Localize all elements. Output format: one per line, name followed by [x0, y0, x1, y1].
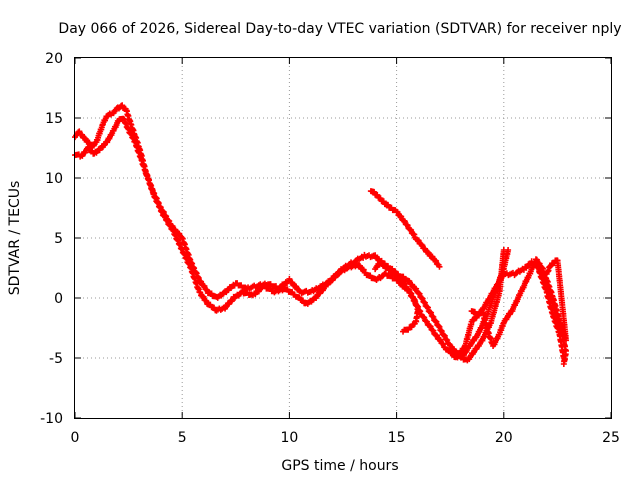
data-points — [72, 102, 569, 367]
y-tick-label: -10 — [40, 411, 63, 427]
data-point — [505, 247, 512, 253]
data-point — [413, 285, 420, 292]
data-point — [372, 252, 379, 259]
data-point — [405, 286, 412, 293]
data-point — [427, 323, 434, 330]
data-point — [419, 242, 426, 249]
data-point — [415, 237, 422, 244]
data-point — [286, 275, 293, 282]
data-point — [436, 263, 443, 270]
y-tick-label: 20 — [45, 51, 63, 67]
data-point — [360, 266, 367, 273]
x-tick-label: 0 — [71, 430, 80, 446]
data-point — [422, 245, 429, 252]
data-point — [543, 271, 550, 277]
y-tick-label: 0 — [54, 291, 63, 307]
data-point — [421, 314, 428, 321]
data-point — [401, 218, 408, 225]
data-point — [82, 135, 89, 142]
data-point — [86, 139, 93, 146]
data-point — [409, 281, 416, 288]
data-point — [433, 332, 440, 339]
y-tick-label: -5 — [49, 351, 63, 367]
data-point — [451, 346, 458, 353]
data-point — [401, 280, 408, 287]
data-point — [392, 268, 399, 275]
x-tick-label: 20 — [495, 430, 513, 446]
data-point — [406, 278, 413, 285]
x-tick-label: 25 — [602, 430, 620, 446]
data-point — [447, 342, 454, 349]
data-point — [394, 209, 401, 216]
data-point — [201, 283, 208, 290]
data-point — [356, 262, 363, 269]
axis-ticks: 0 5 10 15 20 25 -10 -5 0 5 10 15 20 — [40, 51, 620, 446]
data-point — [450, 351, 457, 358]
data-point — [398, 276, 405, 283]
data-point — [408, 290, 415, 297]
y-axis-label: SDTVAR / TECUs — [7, 181, 23, 296]
data-point — [440, 341, 447, 348]
data-point — [203, 297, 210, 304]
y-tick-label: 10 — [45, 171, 63, 187]
data-point — [411, 231, 418, 238]
data-point — [198, 278, 205, 285]
data-point — [79, 131, 86, 138]
data-point — [197, 289, 204, 296]
data-point — [429, 253, 436, 260]
y-tick-label: 15 — [45, 111, 63, 127]
x-tick-label: 10 — [280, 430, 298, 446]
data-point — [425, 249, 432, 256]
data-point — [400, 328, 407, 335]
data-point — [395, 271, 402, 278]
y-tick-label: 5 — [54, 231, 63, 247]
data-point — [200, 293, 207, 300]
data-point — [560, 361, 567, 367]
data-point — [76, 128, 83, 135]
data-point — [398, 213, 405, 220]
chart-title: Day 066 of 2026, Sidereal Day-to-day VTE… — [58, 21, 621, 37]
x-tick-label: 15 — [388, 430, 406, 446]
x-axis-label: GPS time / hours — [281, 458, 398, 474]
data-point — [433, 257, 440, 264]
grid — [75, 58, 611, 418]
data-point — [293, 283, 300, 290]
plot-frame — [74, 57, 612, 419]
data-point — [418, 241, 425, 248]
x-tick-label: 5 — [178, 430, 187, 446]
data-point — [204, 287, 211, 294]
data-point — [533, 256, 540, 263]
data-point — [430, 327, 437, 334]
data-point — [437, 337, 444, 344]
data-point — [289, 279, 296, 286]
data-point — [446, 347, 453, 354]
data-point — [423, 318, 430, 325]
data-point — [408, 227, 415, 234]
data-point — [404, 222, 411, 229]
